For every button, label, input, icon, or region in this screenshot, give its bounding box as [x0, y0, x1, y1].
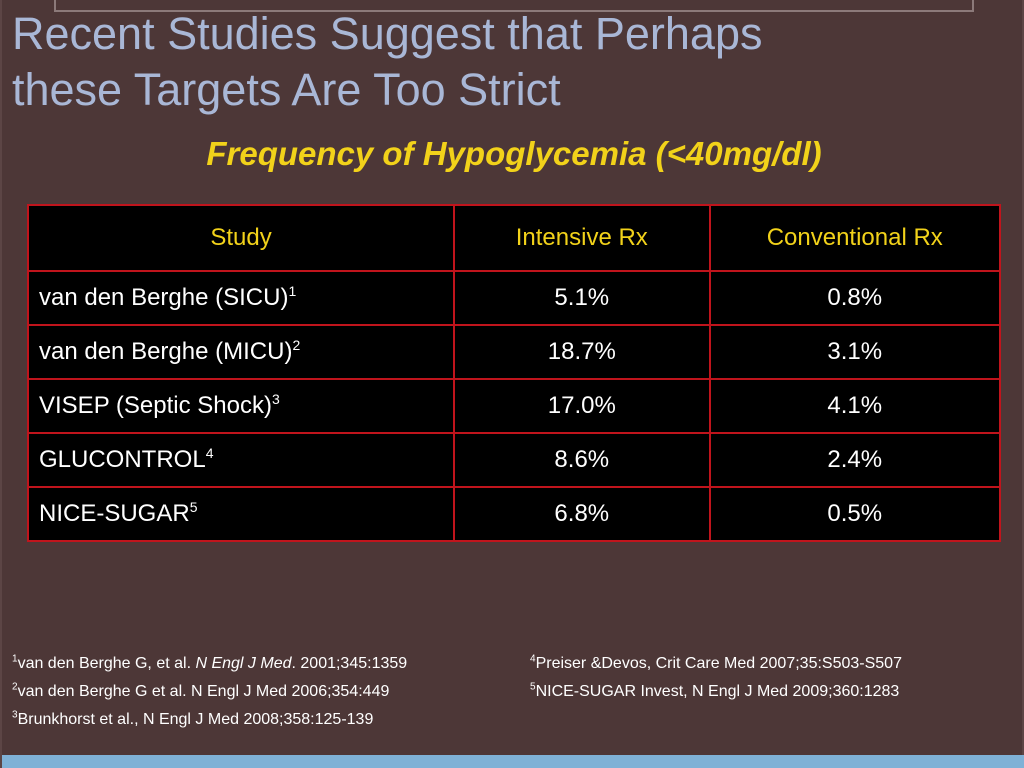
reference-number: 2: [12, 681, 18, 693]
conventional-value: 3.1%: [708, 324, 1001, 380]
reference-2: 2van den Berghe G et al. N Engl J Med 20…: [12, 678, 407, 706]
table-row: van den Berghe (SICU)1 5.1% 0.8%: [26, 270, 1001, 326]
top-frame-decoration: [54, 0, 974, 12]
study-ref: 3: [272, 391, 280, 407]
reference-text: van den Berghe G et al. N Engl J Med 200…: [17, 683, 390, 700]
study-name: NICE-SUGAR: [39, 500, 190, 527]
study-name: VISEP (Septic Shock): [39, 392, 272, 419]
reference-text: Brunkhorst et al., N Engl J Med 2008;358…: [17, 711, 374, 728]
hypoglycemia-table: Study Intensive Rx Conventional Rx van d…: [26, 204, 1001, 542]
study-ref: 1: [288, 283, 297, 299]
reference-journal: N Engl J Med: [195, 655, 292, 672]
study-name: van den Berghe (MICU): [39, 338, 293, 365]
table-row: VISEP (Septic Shock)3 17.0% 4.1%: [26, 378, 1001, 434]
bottom-accent-bar: [2, 755, 1024, 768]
study-name: van den Berghe (SICU): [39, 284, 289, 311]
study-ref: 5: [189, 499, 198, 515]
intensive-value: 6.8%: [453, 486, 711, 542]
slide-title-line-2: these Targets Are Too Strict: [12, 64, 561, 115]
reference-3: 3Brunkhorst et al., N Engl J Med 2008;35…: [12, 706, 407, 734]
header-conventional-rx: Conventional Rx: [708, 204, 1001, 272]
study-cell: van den Berghe (SICU)1: [26, 270, 456, 326]
conventional-value: 2.4%: [708, 432, 1001, 488]
table-row: GLUCONTROL4 8.6% 2.4%: [26, 432, 1001, 488]
header-study: Study: [26, 204, 456, 272]
intensive-value: 5.1%: [453, 270, 711, 326]
table-header-row: Study Intensive Rx Conventional Rx: [26, 204, 1001, 272]
reference-text: van den Berghe G, et al.: [17, 655, 196, 672]
table-row: van den Berghe (MICU)2 18.7% 3.1%: [26, 324, 1001, 380]
study-ref: 4: [205, 445, 214, 461]
reference-text: Preiser &Devos, Crit Care Med 2007;35:S5…: [535, 655, 902, 672]
reference-text-end: . 2001;345:1359: [291, 655, 408, 672]
intensive-value: 17.0%: [453, 378, 711, 434]
study-ref: 2: [292, 337, 301, 353]
reference-5: 5NICE-SUGAR Invest, N Engl J Med 2009;36…: [530, 678, 902, 706]
reference-1: 1van den Berghe G, et al. N Engl J Med. …: [12, 650, 407, 678]
study-cell: VISEP (Septic Shock)3: [26, 378, 456, 434]
conventional-value: 0.5%: [708, 486, 1001, 542]
intensive-value: 8.6%: [453, 432, 711, 488]
reference-number: 5: [530, 681, 536, 693]
slide-title: Recent Studies Suggest that Perhaps thes…: [12, 6, 1012, 118]
conventional-value: 4.1%: [708, 378, 1001, 434]
references-right: 4Preiser &Devos, Crit Care Med 2007;35:S…: [530, 650, 902, 706]
reference-number: 4: [530, 653, 536, 665]
reference-number: 1: [12, 653, 18, 665]
references-left: 1van den Berghe G, et al. N Engl J Med. …: [12, 650, 407, 734]
slide-title-line-1: Recent Studies Suggest that Perhaps: [12, 8, 763, 59]
header-intensive-rx: Intensive Rx: [453, 204, 711, 272]
reference-number: 3: [12, 709, 18, 721]
study-cell: NICE-SUGAR5: [26, 486, 456, 542]
intensive-value: 18.7%: [453, 324, 711, 380]
table-row: NICE-SUGAR5 6.8% 0.5%: [26, 486, 1001, 542]
reference-4: 4Preiser &Devos, Crit Care Med 2007;35:S…: [530, 650, 902, 678]
slide-subtitle: Frequency of Hypoglycemia (<40mg/dl): [206, 135, 822, 172]
study-name: GLUCONTROL: [39, 446, 206, 473]
conventional-value: 0.8%: [708, 270, 1001, 326]
study-cell: GLUCONTROL4: [26, 432, 456, 488]
study-cell: van den Berghe (MICU)2: [26, 324, 456, 380]
reference-text: NICE-SUGAR Invest, N Engl J Med 2009;360…: [535, 683, 900, 700]
